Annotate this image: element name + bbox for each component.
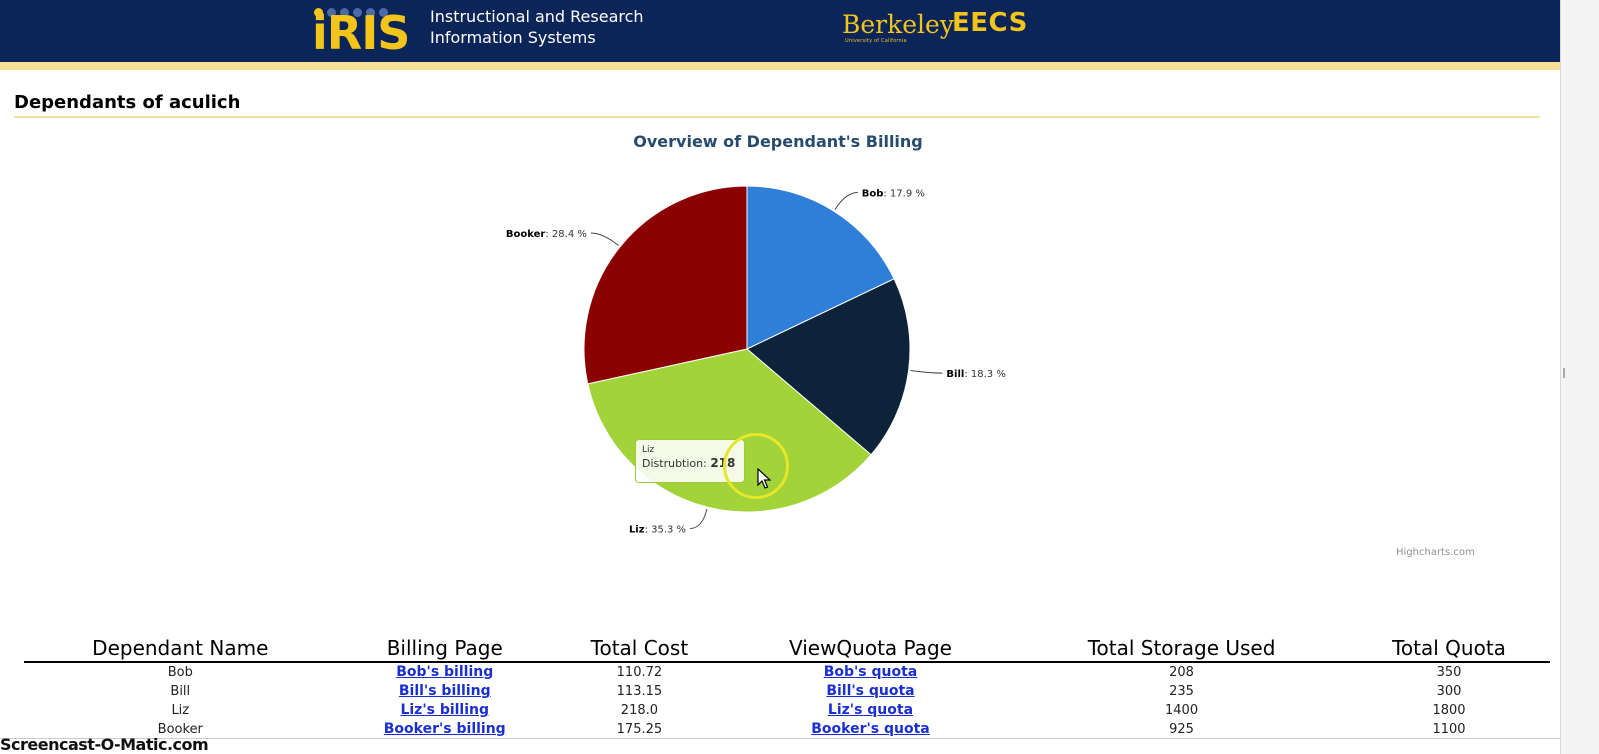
header-billing-page: Billing Page bbox=[336, 634, 553, 663]
header-total-cost: Total Cost bbox=[552, 634, 726, 663]
table-row: Bill Bill's billing 113.15 Bill's quota … bbox=[24, 682, 1550, 701]
pie-label-liz: Liz: 35.3 % bbox=[629, 524, 686, 535]
pie-slice-bill[interactable] bbox=[746, 278, 911, 456]
dependants-table: Dependant Name Billing Page Total Cost V… bbox=[24, 634, 1550, 739]
window-right-edge bbox=[1560, 0, 1599, 754]
berkeley-logo: Berkeley bbox=[842, 10, 954, 39]
table-header-row: Dependant Name Billing Page Total Cost V… bbox=[24, 634, 1550, 663]
pie-connector-bob bbox=[834, 192, 858, 210]
billing-link[interactable]: Booker's billing bbox=[383, 721, 506, 737]
watermark: Screencast-O-Matic.com bbox=[0, 735, 209, 754]
org-name-line1: Instructional and Research bbox=[430, 7, 644, 26]
eecs-logo: EECS bbox=[952, 8, 1028, 38]
cell-storage-used: 1400 bbox=[1165, 703, 1199, 718]
cell-total-quota: 1100 bbox=[1432, 722, 1466, 737]
cell-dependant-name: Booker bbox=[157, 722, 203, 737]
header-total-storage-used: Total Storage Used bbox=[1015, 634, 1349, 663]
cell-total-quota: 1800 bbox=[1432, 703, 1466, 718]
cell-total-quota: 300 bbox=[1436, 684, 1462, 699]
pie-label-bob: Bob: 17.9 % bbox=[862, 189, 925, 200]
table-row: Bob Bob's billing 110.72 Bob's quota 208… bbox=[24, 662, 1550, 682]
resize-handle-icon[interactable] bbox=[1563, 368, 1565, 378]
cell-total-cost: 175.25 bbox=[616, 722, 663, 737]
cursor-highlight-ring bbox=[723, 433, 789, 499]
header-dependant-name: Dependant Name bbox=[24, 634, 337, 663]
header-viewquota-page: ViewQuota Page bbox=[725, 634, 1016, 663]
cell-dependant-name: Bob bbox=[167, 665, 193, 680]
pie-label-booker: Booker: 28.4 % bbox=[506, 229, 587, 240]
org-name: Instructional and Research Information S… bbox=[430, 6, 644, 48]
mouse-pointer-icon bbox=[757, 468, 771, 489]
table-row: Liz Liz's billing 218.0 Liz's quota 1400… bbox=[24, 701, 1550, 720]
bottom-divider bbox=[0, 738, 1560, 739]
cell-dependant-name: Bill bbox=[170, 684, 191, 699]
tooltip-series-title: Liz bbox=[642, 445, 655, 455]
site-header bbox=[0, 0, 1560, 62]
pie-chart: Bob: 17.9 % Bill: 18.3 % Liz: 35.3 % Booker… bbox=[506, 185, 1006, 535]
pie-slice-bob[interactable] bbox=[746, 185, 895, 350]
iris-logo[interactable]: iRIS bbox=[312, 6, 410, 60]
cell-storage-used: 235 bbox=[1169, 684, 1194, 699]
cell-storage-used: 208 bbox=[1169, 665, 1194, 680]
pie-connector-liz bbox=[690, 508, 708, 529]
cell-total-cost: 218.0 bbox=[620, 703, 659, 718]
quota-link[interactable]: Bob's quota bbox=[823, 664, 918, 680]
org-name-line2: Information Systems bbox=[430, 28, 596, 47]
header-gold-bar bbox=[0, 62, 1560, 70]
tooltip-label: Distrubtion: bbox=[642, 457, 707, 470]
pie-label-bill: Bill: 18.3 % bbox=[946, 369, 1005, 380]
quota-link[interactable]: Bill's quota bbox=[826, 683, 915, 699]
iris-logo-dots-icon bbox=[314, 2, 392, 21]
billing-link[interactable]: Liz's billing bbox=[400, 702, 490, 718]
cell-storage-used: 925 bbox=[1169, 722, 1194, 737]
quota-link[interactable]: Booker's quota bbox=[811, 721, 930, 737]
billing-link[interactable]: Bob's billing bbox=[396, 664, 494, 680]
cell-total-quota: 350 bbox=[1436, 665, 1462, 680]
chart-title: Overview of Dependant's Billing bbox=[633, 132, 923, 151]
table-row: Booker Booker's billing 175.25 Booker's … bbox=[24, 720, 1550, 739]
cell-total-cost: 113.15 bbox=[616, 684, 663, 699]
quota-link[interactable]: Liz's quota bbox=[827, 702, 914, 718]
billing-link[interactable]: Bill's billing bbox=[398, 683, 491, 699]
pie-connector-bill bbox=[910, 369, 943, 374]
cell-dependant-name: Liz bbox=[171, 703, 190, 718]
cell-total-cost: 110.72 bbox=[616, 665, 663, 680]
pie-slice-booker[interactable] bbox=[583, 185, 748, 385]
page-title: Dependants of aculich bbox=[14, 92, 241, 113]
title-divider bbox=[14, 116, 1540, 118]
chart-credits[interactable]: Highcharts.com bbox=[1396, 547, 1475, 558]
header-total-quota: Total Quota bbox=[1348, 634, 1550, 663]
berkeley-subtitle: University of California bbox=[845, 38, 907, 44]
pie-connector-booker bbox=[590, 232, 619, 246]
